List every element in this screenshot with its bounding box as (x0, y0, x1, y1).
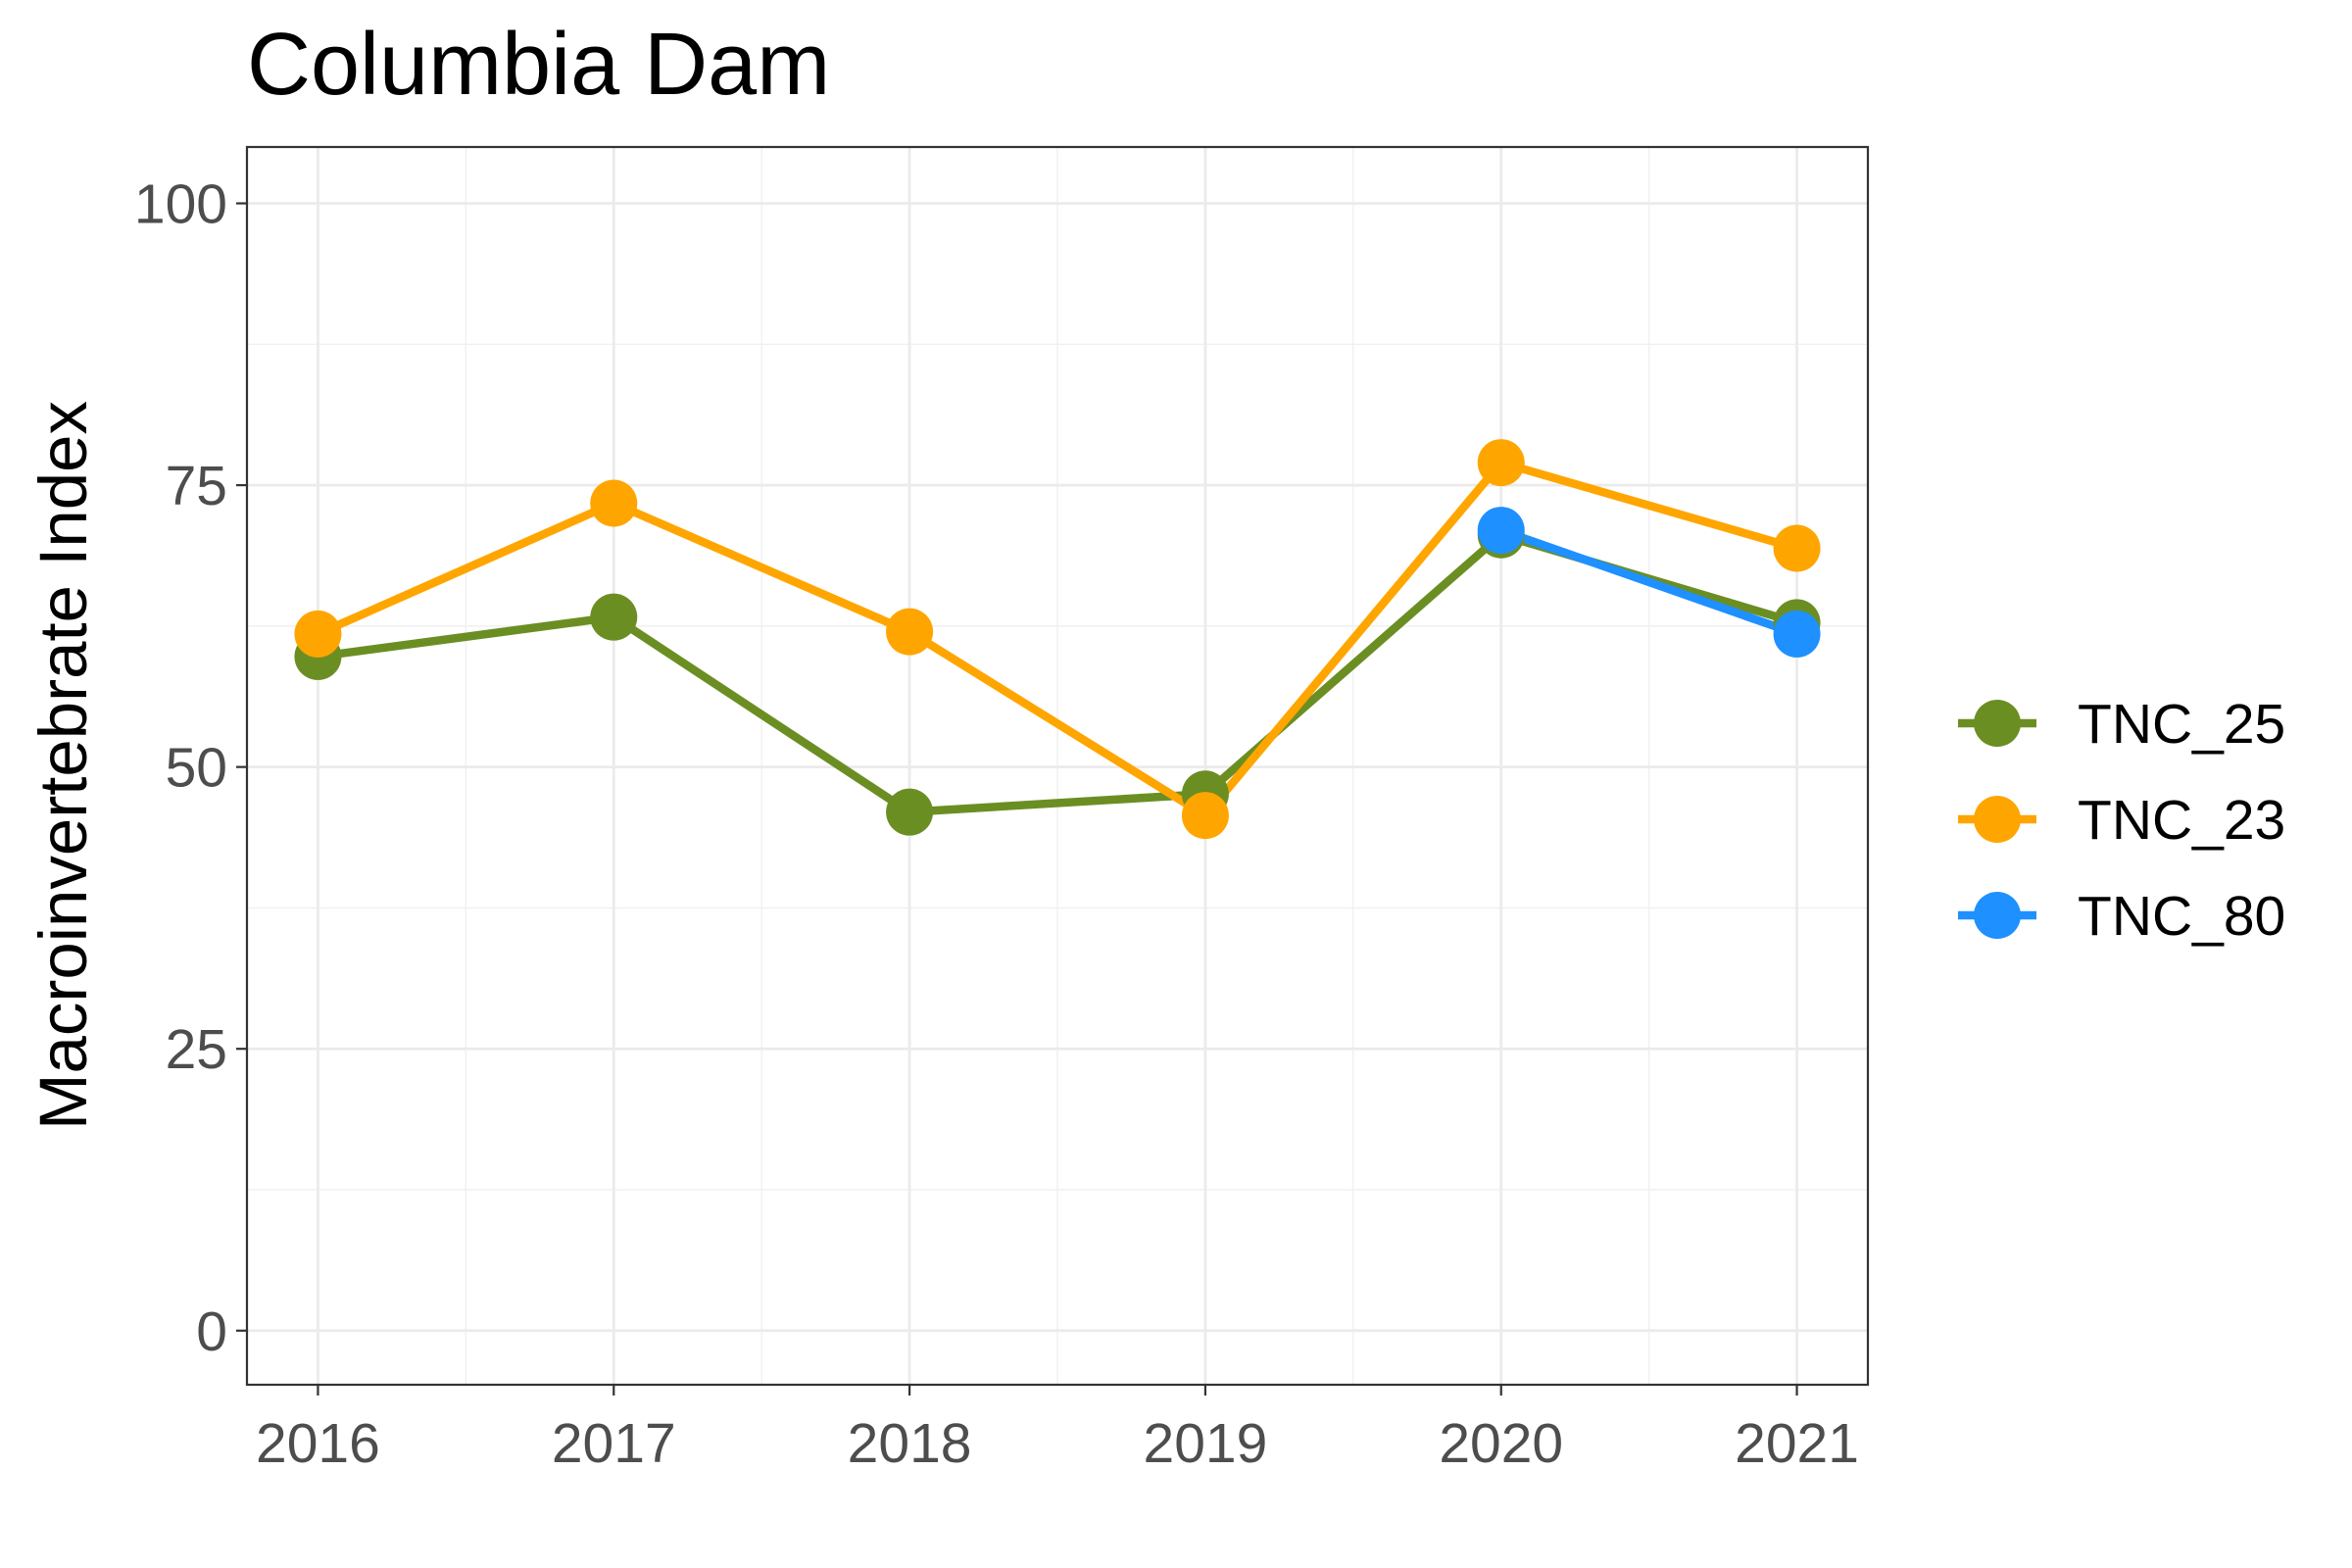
legend-key-point-TNC_80 (1974, 892, 2021, 939)
major-gridlines (247, 147, 1868, 1385)
x-tick-label: 2018 (848, 1412, 972, 1475)
data-point-TNC_25-2018 (886, 788, 934, 836)
x-tick-label: 2021 (1735, 1412, 1859, 1475)
x-tick-label: 2020 (1439, 1412, 1563, 1475)
data-point-TNC_80-2021 (1773, 610, 1821, 658)
data-point-TNC_23-2019 (1181, 792, 1229, 840)
x-tick-label: 2016 (256, 1412, 380, 1475)
y-tick-label: 0 (196, 1300, 227, 1363)
data-point-TNC_23-2017 (590, 479, 638, 527)
legend: TNC_25 TNC_23 TNC_80 (1958, 693, 2285, 948)
y-tick-label: 25 (166, 1018, 227, 1081)
series-line-TNC_23 (316, 458, 1798, 820)
series-lines (316, 458, 1798, 820)
legend-key-point-TNC_25 (1974, 700, 2021, 747)
chart-title: Columbia Dam (247, 16, 830, 114)
legend-label-TNC_80: TNC_80 (2078, 885, 2285, 948)
y-axis-ticks: 0 25 50 75 100 (134, 173, 247, 1363)
legend-label-TNC_25: TNC_25 (2078, 693, 2285, 756)
plot-border (245, 145, 1870, 1387)
y-axis-title: Macroinvertebrate Index (25, 401, 101, 1130)
y-tick-label: 75 (166, 455, 227, 517)
x-tick-label: 2019 (1144, 1412, 1268, 1475)
x-axis-ticks: 2016 2017 2018 2019 2020 2021 (256, 1385, 1859, 1475)
x-tick-label: 2017 (552, 1412, 676, 1475)
y-tick-label: 50 (166, 737, 227, 800)
series-points (294, 439, 1821, 840)
legend-key-point-TNC_23 (1974, 796, 2021, 843)
data-point-TNC_80-2020 (1477, 507, 1525, 555)
legend-label-TNC_23: TNC_23 (2078, 789, 2285, 852)
data-point-TNC_23-2020 (1477, 439, 1525, 487)
data-point-TNC_23-2016 (294, 610, 342, 658)
series-line-TNC_80 (1499, 526, 1798, 638)
data-point-TNC_25-2017 (590, 593, 638, 641)
data-point-TNC_23-2018 (886, 608, 934, 656)
y-tick-label: 100 (134, 173, 227, 236)
data-point-TNC_23-2021 (1773, 524, 1821, 572)
